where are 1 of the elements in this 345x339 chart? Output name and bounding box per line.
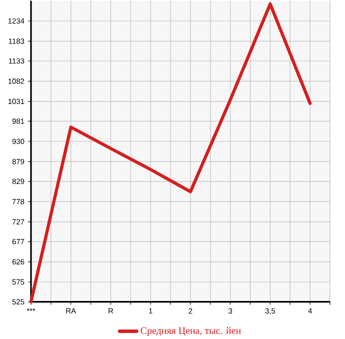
legend-label: Средняя Цена, тыс. йен bbox=[140, 326, 241, 336]
